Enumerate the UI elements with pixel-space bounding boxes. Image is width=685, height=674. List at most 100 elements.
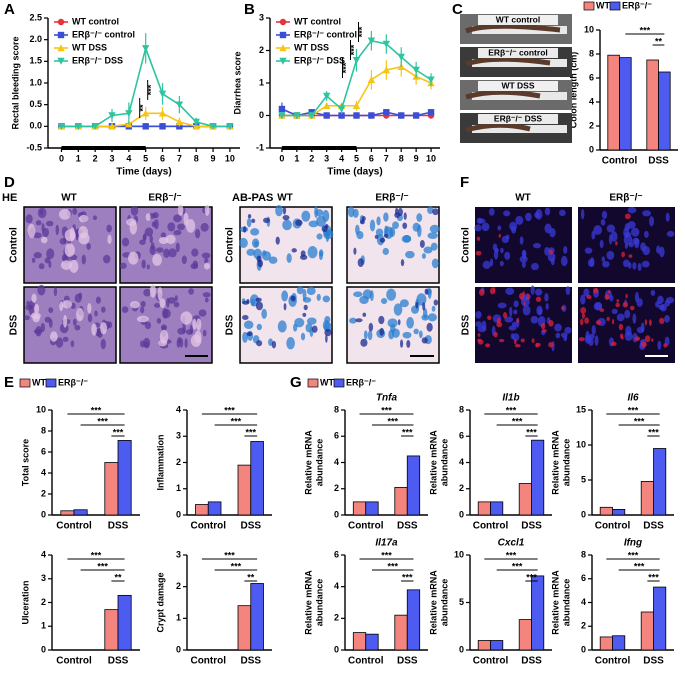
tissue-detail [325,230,330,243]
y-tick-label: 0.0 [29,121,42,131]
x-tick-label: DSS [643,521,664,532]
photo-label: ERβ⁻/⁻ control [488,47,548,57]
tissue-detail [64,229,76,242]
tissue-detail [514,339,517,345]
y-tick-label: 4 [176,404,181,414]
y-tick-label: 4 [41,467,46,477]
tissue-detail [325,334,328,343]
photo-label-bg [478,81,558,91]
y-axis-label: Colon length (cm) [568,52,578,129]
tissue-detail [544,293,549,302]
tissue-detail [268,338,273,346]
tissue-detail [496,317,501,325]
tissue-detail [294,317,305,328]
y-tick-label: 6 [459,431,464,441]
tissue-detail [665,212,670,222]
tissue-detail [393,303,403,316]
bar [646,59,659,151]
tissue-detail [119,262,127,269]
bar [612,508,626,516]
y-tick-label: 10 [454,549,464,559]
tissue-detail [204,258,209,264]
tissue-detail [295,219,303,226]
x-tick-label: DSS [240,521,261,532]
tissue-detail [368,322,374,332]
tissue-detail [190,334,202,347]
tissue-detail [580,307,587,314]
tissue-detail [261,251,272,261]
bar [104,609,119,651]
tissue-detail [355,318,363,323]
bar [599,636,613,651]
tissue-detail [538,308,543,315]
significance: *** [97,561,108,571]
tissue-detail [363,330,368,340]
x-tick-label: 3 [109,153,114,163]
tissue-detail [521,261,526,268]
tissue-detail [649,319,652,327]
row-label: DSS [9,314,20,335]
tissue-detail [616,299,620,303]
y-tick-label: 6 [581,573,586,583]
y-tick-label: 2 [176,581,181,591]
tissue-detail [615,302,620,308]
tissue-detail [601,256,606,263]
tissue-detail [87,303,92,314]
tissue-detail [62,336,69,342]
tissue-detail [618,323,624,331]
tissue-detail [593,225,603,235]
bar [518,483,532,516]
y-tick-label: 1.5 [29,56,42,66]
legend-label: ERβ⁻/⁻ [622,0,652,10]
marker [175,118,184,126]
tissue-detail [415,301,419,308]
significance: *** [231,561,242,571]
significance: *** [512,561,523,571]
tissue-detail [632,237,640,245]
marker [352,57,361,64]
bar [250,583,264,651]
significance: *** [245,427,256,437]
tissue-detail [476,217,483,224]
tissue-detail [602,260,610,268]
x-tick-label: DSS [397,656,418,667]
tissue-detail [624,309,631,319]
y-tick-label: 5 [459,597,464,607]
tissue-detail [183,212,189,226]
tissue-detail [422,302,426,311]
y-axis-label: Relative mRNA [428,430,438,495]
marker [383,109,390,116]
tissue-detail [250,298,256,307]
tissue-detail [649,216,655,227]
tissue-detail [632,262,637,270]
marker [382,66,391,74]
tissue-detail [513,309,518,315]
tissue-detail [624,243,628,249]
y-tick-label: 0 [334,644,339,654]
significance: *** [97,416,108,426]
y-tick-label: 8 [459,404,464,414]
tissue-detail [143,288,151,297]
legend-label: ERβ⁻/⁻ DSS [72,55,123,65]
significance: *** [231,416,242,426]
marker [322,92,331,100]
tissue-detail [515,215,524,225]
significance: *** [146,84,156,95]
tissue-detail [306,286,316,296]
tissue-detail [275,236,280,245]
significance: *** [640,25,651,35]
tissue-detail [160,324,168,331]
tissue-detail [525,212,532,222]
tissue-detail [275,205,283,217]
tissue-detail [27,223,36,239]
marker [141,45,150,53]
tissue-detail [145,213,151,221]
tissue-detail [555,332,561,339]
tissue-detail [316,233,323,240]
tissue-detail [318,249,324,257]
tissue-detail [300,332,306,341]
tissue-detail [349,317,357,324]
panel-letter: E [4,374,14,391]
significance: *** [648,427,659,437]
